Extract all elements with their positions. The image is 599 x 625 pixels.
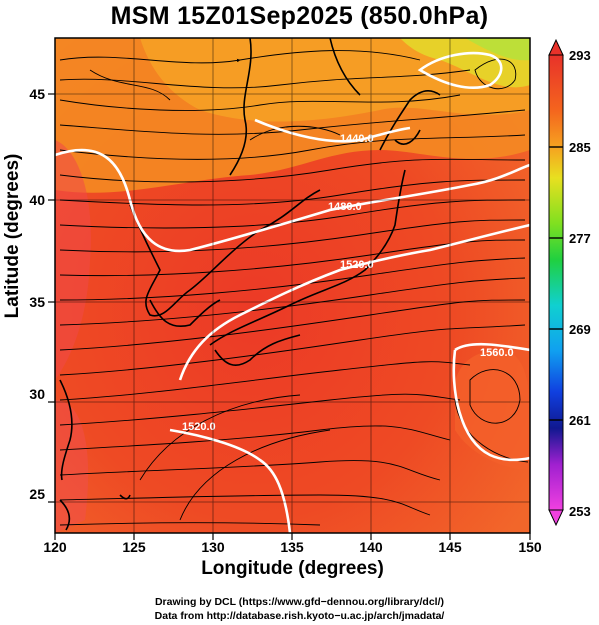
colorbar-bottom-arrow [548, 509, 564, 527]
colorbar-scale [548, 54, 564, 511]
colorbar-tick-label: 253 [569, 504, 591, 519]
colorbar-tick-label: 285 [569, 140, 591, 155]
tick-marks [48, 93, 531, 540]
y-axis-label: Latitude (degrees) [2, 153, 23, 319]
height-contours [55, 51, 530, 533]
credit-data: Data from http://database.rish.kyoto−u.a… [154, 610, 445, 622]
y-tick-labels: 25 30 35 40 45 [29, 86, 45, 502]
credit-drawing: Drawing by DCL (https://www.gfd−dennou.o… [154, 596, 445, 608]
colorbar: 293 285 277 269 261 253 [548, 38, 591, 527]
contour-1560b [452, 349, 530, 462]
contour-labels: 1440.0 1480.0 1520.0 1560.0 1520.0 [182, 133, 514, 433]
contour-north-lobe [417, 51, 503, 89]
y-tick-label: 40 [29, 192, 45, 208]
contour-label-2: 1480.0 [328, 201, 362, 213]
chart-title: MSM 15Z01Sep2025 (850.0hPa) [110, 2, 489, 30]
x-tick-label: 140 [359, 539, 383, 555]
contour-label-5: 1520.0 [182, 421, 216, 433]
y-tick-label: 45 [29, 86, 45, 102]
y-tick-label: 35 [29, 294, 45, 310]
contour-label-1: 1440.0 [340, 133, 374, 145]
x-tick-label: 125 [122, 539, 146, 555]
contour-1520 [178, 223, 530, 381]
x-tick-label: 130 [201, 539, 225, 555]
y-tick-label: 25 [29, 486, 45, 502]
contour-1480 [55, 148, 530, 253]
contour-1520-south [169, 428, 292, 533]
contour-1560 [454, 342, 530, 352]
x-axis-label: Longitude (degrees) [201, 558, 384, 579]
x-tick-label: 150 [518, 539, 542, 555]
contour-1440 [254, 118, 411, 143]
gridlines [55, 38, 530, 533]
y-tick-label: 30 [29, 386, 45, 402]
contour-label-4: 1560.0 [480, 347, 514, 359]
colorbar-tick-label: 269 [569, 322, 591, 337]
x-tick-label: 120 [43, 539, 67, 555]
x-tick-labels: 120 125 130 135 140 145 150 [43, 539, 542, 555]
colorbar-top-arrow [548, 38, 564, 56]
x-tick-label: 135 [280, 539, 304, 555]
colorbar-tick-label: 293 [569, 48, 591, 63]
streamlines [59, 50, 529, 526]
colorbar-tick-label: 261 [569, 413, 591, 428]
colorbar-tick-label: 277 [569, 231, 591, 246]
contour-label-3: 1520.0 [340, 259, 374, 271]
x-tick-label: 145 [438, 539, 462, 555]
